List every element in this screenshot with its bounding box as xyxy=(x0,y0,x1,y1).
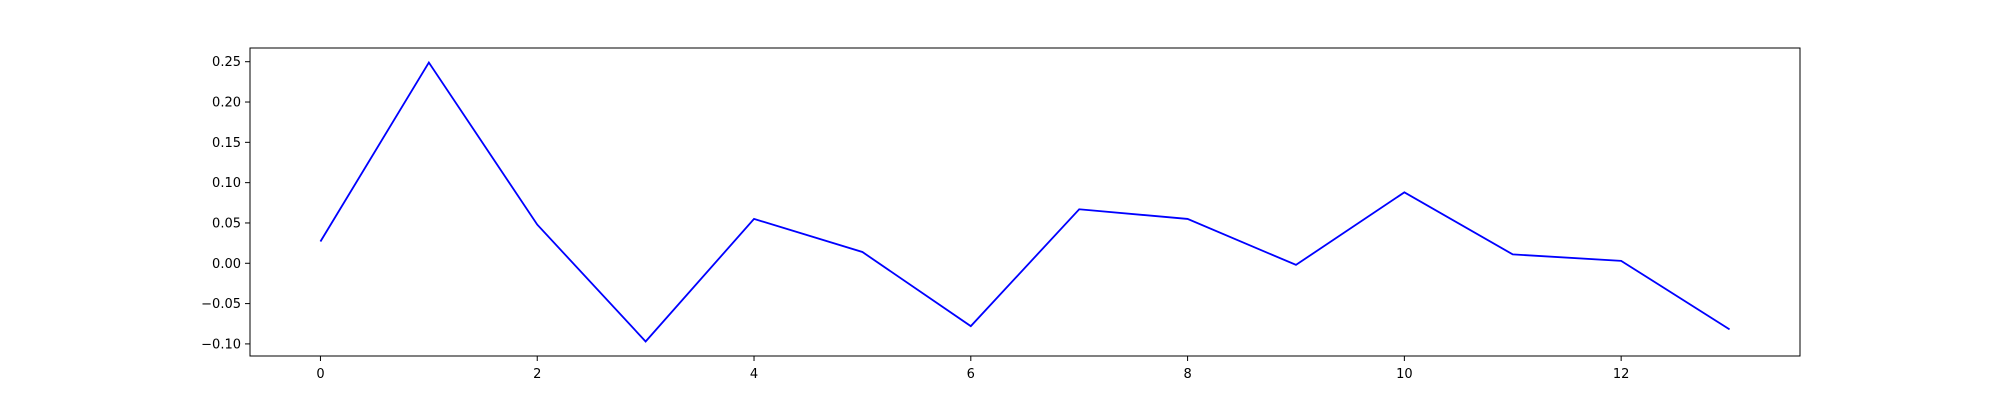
y-tick-label: 0.00 xyxy=(212,257,241,272)
y-tick-label: 0.15 xyxy=(212,136,241,151)
x-tick-label: 12 xyxy=(1613,367,1630,382)
series-line xyxy=(319,60,1731,343)
y-tick-label: 0.10 xyxy=(212,176,241,191)
x-tick-label: 4 xyxy=(750,367,758,382)
x-tick-label: 0 xyxy=(316,367,324,382)
x-tick-label: 2 xyxy=(533,367,541,382)
x-axis: 0 2 4 6 8 10 12 xyxy=(316,356,1629,382)
y-tick-label: 0.05 xyxy=(212,216,241,231)
y-axis: −0.10 −0.05 0.00 0.05 0.10 0.15 0.20 0.25 xyxy=(201,55,250,352)
axes-frame xyxy=(249,47,1801,357)
y-tick-label: 0.20 xyxy=(212,96,241,111)
x-tick-label: 10 xyxy=(1396,367,1413,382)
plot-area xyxy=(319,60,1731,343)
y-tick-label: 0.25 xyxy=(212,55,241,70)
y-tick-label: −0.10 xyxy=(201,337,241,352)
x-tick-label: 6 xyxy=(967,367,975,382)
y-tick-label: −0.05 xyxy=(201,297,241,312)
x-tick-label: 8 xyxy=(1183,367,1191,382)
